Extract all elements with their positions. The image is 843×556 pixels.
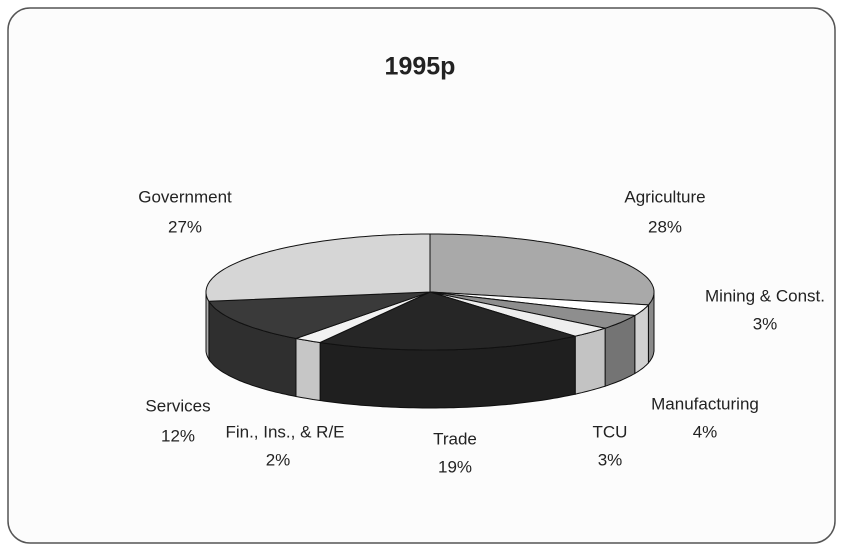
- slice-side-shade: [206, 292, 209, 360]
- slice: [205, 233, 431, 302]
- slice: [429, 291, 637, 329]
- chart-title: 1995p: [385, 53, 456, 81]
- value-label: 3%: [598, 450, 623, 469]
- value-label: 2%: [266, 450, 291, 469]
- category-label: TCU: [593, 422, 628, 441]
- pie: [205, 233, 655, 409]
- slice-side-shade: [320, 336, 576, 408]
- value-label: 12%: [161, 426, 195, 445]
- slice-side-shade: [648, 292, 654, 363]
- slice-side-shade: [575, 328, 606, 395]
- slice-side-shade: [605, 315, 635, 387]
- category-label: Services: [145, 396, 210, 415]
- category-label: Mining & Const.: [705, 286, 825, 305]
- labels: Agriculture 28% Mining & Const. 3% Manufactu…: [138, 187, 825, 476]
- value-label: 4%: [693, 422, 718, 441]
- category-label: Trade: [433, 429, 477, 448]
- value-label: 3%: [753, 314, 778, 333]
- value-label: 27%: [168, 217, 202, 236]
- slice: [318, 291, 576, 351]
- slice: [294, 291, 431, 344]
- slice: [208, 291, 431, 340]
- value-label: 19%: [438, 457, 472, 476]
- category-label: Government: [138, 187, 232, 206]
- slice-side-shade: [634, 304, 649, 374]
- category-label: Manufacturing: [651, 394, 759, 413]
- value-label: 28%: [648, 217, 682, 236]
- category-label: Fin., Ins., & R/E: [225, 422, 344, 441]
- slice-side-shade: [208, 301, 296, 397]
- slice-side-shade: [296, 338, 321, 401]
- category-label: Agriculture: [624, 187, 705, 206]
- slice: [429, 233, 655, 306]
- slice: [429, 291, 606, 337]
